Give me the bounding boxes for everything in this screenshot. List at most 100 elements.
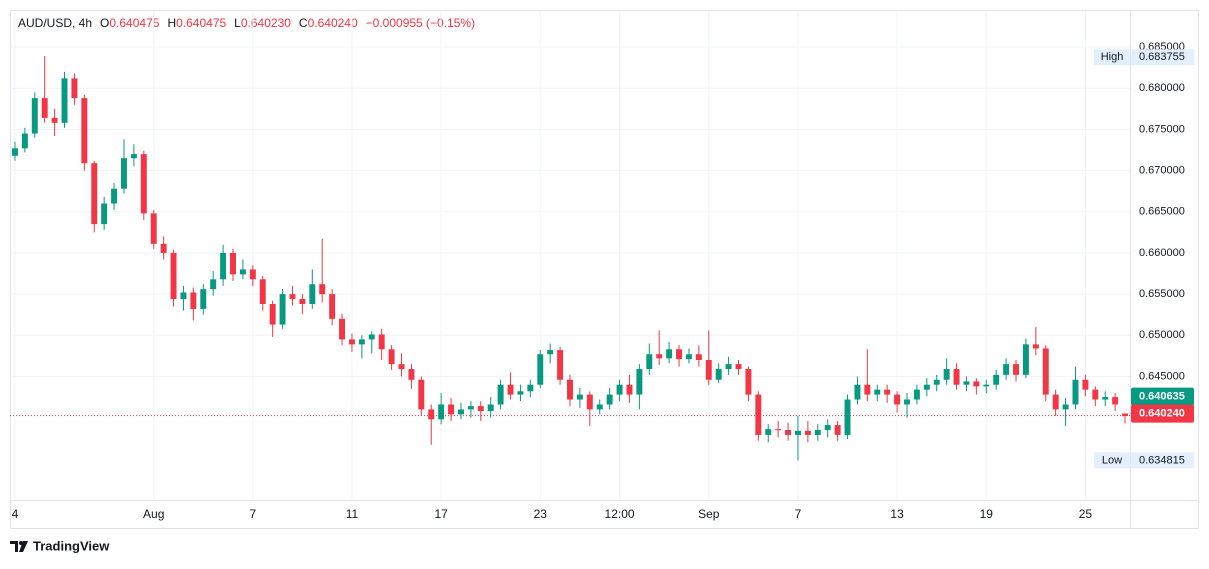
candle-body [230, 252, 236, 275]
candle-body [923, 384, 930, 390]
candle-body [864, 384, 871, 395]
candle-body [685, 354, 692, 360]
candle-body [596, 404, 603, 410]
legend-value: 0.640475 [176, 16, 226, 30]
y-tick-label: 0.680000 [1139, 82, 1185, 94]
brand-name: TradingView [33, 538, 110, 553]
marker-name: Low [1102, 454, 1122, 466]
candle-body [1022, 344, 1029, 375]
candle-body [775, 429, 782, 431]
candle-body [735, 364, 742, 370]
candle-body [983, 384, 990, 387]
candle-body [170, 252, 177, 300]
candle-body [130, 154, 137, 159]
candle-body [239, 269, 246, 275]
candle-body [785, 430, 792, 435]
candle-body [190, 292, 197, 309]
candle-body [993, 374, 1000, 385]
candle-body [616, 384, 623, 395]
candle-body [913, 389, 920, 400]
candle-body [943, 369, 950, 380]
candle-body [477, 406, 484, 412]
candle-body [894, 394, 901, 405]
candle-body [636, 369, 643, 395]
candle-body [844, 399, 851, 435]
candle-body [111, 188, 118, 204]
candle-body [606, 394, 613, 405]
candle-body [21, 133, 28, 149]
candle-body [973, 381, 980, 387]
candle-body [904, 399, 910, 405]
candle-body [319, 284, 326, 295]
marker-name-box [1094, 452, 1130, 469]
x-tick-label: 23 [534, 507, 548, 521]
candle-body [1003, 364, 1010, 375]
y-tick-label: 0.670000 [1139, 164, 1185, 176]
legend-symbol: AUD/USD, 4h [18, 16, 92, 30]
candle-body [1112, 397, 1119, 405]
marker-name: High [1101, 51, 1124, 63]
marker-value-box [1131, 452, 1194, 469]
x-tick-label: 25 [1079, 507, 1093, 521]
y-tick-label: 0.675000 [1139, 123, 1185, 135]
legend-key: C [299, 16, 308, 30]
candle-body [448, 404, 455, 415]
legend-change: −0.000955 (−0.15%) [366, 16, 475, 30]
x-tick-label: 4 [12, 507, 19, 521]
candle-body [586, 394, 593, 410]
candle-body [101, 203, 108, 225]
legend-value: 0.640230 [241, 16, 291, 30]
candle-body [656, 354, 663, 359]
candle-body [537, 354, 544, 385]
candle-body [874, 389, 881, 395]
candle-body [71, 78, 78, 99]
candle-body [339, 318, 346, 340]
candle-body [715, 369, 722, 380]
candle-body [814, 430, 821, 435]
legend-key: O [100, 16, 109, 30]
candle-body [854, 384, 861, 400]
candle-body [220, 252, 227, 280]
candle-body [1092, 389, 1099, 400]
candle-body [1052, 394, 1059, 410]
candle-body [329, 294, 336, 319]
candle-body [11, 148, 18, 156]
candle-body [765, 429, 772, 435]
candle-body [676, 349, 682, 360]
candle-body [180, 292, 187, 300]
candle-body [91, 163, 98, 225]
candle-body [81, 98, 88, 164]
candle-body [933, 379, 940, 385]
candle-body [467, 406, 474, 410]
candle-body [576, 394, 583, 400]
candle-body [458, 409, 464, 415]
last-price-label: 0.640240 [1139, 408, 1185, 420]
y-tick-label: 0.665000 [1139, 206, 1185, 218]
candle-body [1082, 379, 1089, 390]
candle-body [1122, 413, 1129, 416]
candle-body [378, 334, 385, 350]
candle-body [51, 117, 58, 123]
candle-body [626, 384, 633, 395]
candle-body [249, 269, 256, 280]
candle-body [884, 389, 891, 395]
y-tick-label: 0.655000 [1139, 288, 1185, 300]
candle-body [31, 98, 38, 134]
candle-body [210, 279, 217, 290]
marker-value: 0.683755 [1139, 51, 1185, 63]
candle-body [567, 379, 573, 400]
candle-body [150, 213, 157, 244]
candle-body [487, 404, 494, 412]
candle-body [200, 289, 207, 309]
candle-body [398, 364, 405, 370]
marker-name-box [1094, 49, 1130, 66]
candle-body [358, 339, 365, 345]
chart-frame [10, 10, 1199, 529]
candle-body [794, 430, 801, 435]
x-tick-label: 12:00 [605, 507, 635, 521]
candle-body [438, 404, 445, 420]
y-tick-label: 0.660000 [1139, 247, 1185, 259]
candle-body [121, 158, 127, 189]
current-price-label: 0.640635 [1139, 391, 1185, 403]
